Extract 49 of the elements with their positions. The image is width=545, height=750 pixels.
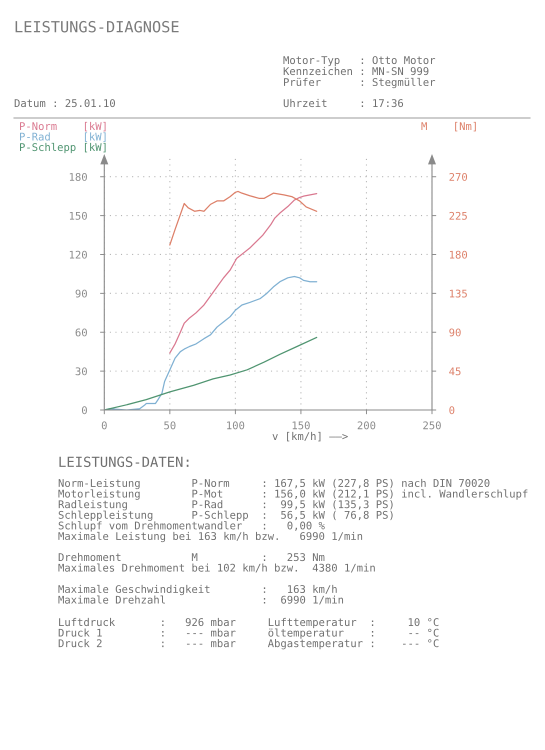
text: Druck 2 : --- mbar Abgastemperatur : --- °C (58, 639, 438, 650)
text: Prüfer : Stegmüller (284, 78, 436, 88)
y-tick-label: 60 (76, 328, 87, 336)
line-series (169, 190, 318, 246)
text: Drehmoment M : 253 Nm (58, 552, 324, 562)
y-tick-label: 180 (70, 172, 87, 181)
x-axis-title: v [km/h] ——> (272, 432, 348, 442)
text: P-Schlepp [kW] (20, 142, 106, 154)
text: Motorleistung P-Mot : 156,0 kW (212,1 PS) incl. Wandlerschlupf (58, 489, 528, 500)
x-tick-label: 50 (164, 421, 176, 430)
chart-title: LEISTUNGS-DIAGNOSE (16, 20, 179, 32)
text: P-Norm [kW] (20, 122, 106, 132)
text: Maximale Drehzahl : 6990 1/min (58, 595, 344, 605)
line-series (104, 336, 318, 410)
text: Uhrzeit : 17:36 (284, 98, 404, 108)
text: Kennzeichen : MN-SN 999 (284, 66, 428, 76)
y2-tick-label: 90 (449, 328, 461, 336)
text: Datum : 25.01.10 (14, 99, 115, 108)
text: Norm-Leistung P-Norm : 167,5 kW (227,8 PS) nach DIN 70020 (58, 478, 490, 490)
text: M [Nm] (421, 122, 476, 132)
text: Maximale Geschwindigkeit : 163 km/h (58, 584, 337, 596)
y-tick-label: 30 (76, 367, 87, 376)
y2-tick-label: 180 (450, 250, 468, 259)
y-tick-label: 150 (70, 212, 87, 220)
line-series (104, 276, 318, 410)
y-tick-label: 90 (76, 290, 87, 298)
y2-tick-label: 45 (449, 367, 461, 376)
text: Maximales Drehmoment bei 102 km/h bzw. 4380 1/min (58, 563, 375, 573)
y-tick-label: 120 (70, 250, 87, 259)
text: Schlupf vom Drehmomentwandler : 0,00 % (58, 521, 325, 532)
text: Motor-Typ : Otto Motor (283, 56, 436, 66)
y2-tick-label: 270 (449, 172, 468, 181)
x-tick-label: 100 (227, 421, 244, 430)
y2-tick-label: 0 (449, 406, 454, 414)
text: Maximale Leistung bei 163 km/h bzw. 6990 1/min (58, 532, 362, 542)
text: Luftdruck : 926 mbar Lufttemperatur : 10 °C (59, 618, 438, 628)
text: Schleppleistung P-Schlepp : 56,5 kW ( 76,8 PS) (58, 510, 393, 521)
y2-tick-label: 135 (450, 290, 467, 298)
y2-tick-label: 225 (449, 212, 467, 220)
x-tick-label: 0 (102, 421, 107, 430)
y-tick-label: 0 (82, 406, 87, 414)
text: Radleistung P-Rad : 99,5 kW (135,3 PS) (58, 500, 393, 510)
x-tick-label: 200 (358, 421, 376, 430)
x-tick-label: 150 (292, 421, 310, 430)
text: P-Rad [kW] (20, 132, 106, 142)
x-tick-label: 250 (423, 421, 441, 430)
text: Druck 1 : --- mbar öltemperatur : -- °C (58, 628, 438, 639)
line-series (169, 192, 318, 354)
text: LEISTUNGS-DATEN: (59, 456, 188, 468)
